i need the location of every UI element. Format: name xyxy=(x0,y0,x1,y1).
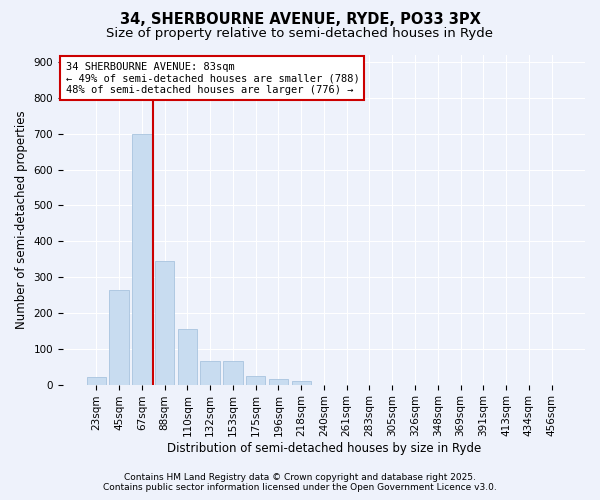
Text: 34 SHERBOURNE AVENUE: 83sqm
← 49% of semi-detached houses are smaller (788)
48% : 34 SHERBOURNE AVENUE: 83sqm ← 49% of sem… xyxy=(65,62,359,95)
Bar xyxy=(200,362,220,384)
Bar xyxy=(132,134,152,384)
Y-axis label: Number of semi-detached properties: Number of semi-detached properties xyxy=(15,110,28,329)
Text: 34, SHERBOURNE AVENUE, RYDE, PO33 3PX: 34, SHERBOURNE AVENUE, RYDE, PO33 3PX xyxy=(119,12,481,28)
Bar xyxy=(269,379,288,384)
Bar xyxy=(246,376,265,384)
Text: Size of property relative to semi-detached houses in Ryde: Size of property relative to semi-detach… xyxy=(107,28,493,40)
Bar xyxy=(109,290,129,384)
X-axis label: Distribution of semi-detached houses by size in Ryde: Distribution of semi-detached houses by … xyxy=(167,442,481,455)
Bar xyxy=(178,329,197,384)
Text: Contains HM Land Registry data © Crown copyright and database right 2025.
Contai: Contains HM Land Registry data © Crown c… xyxy=(103,473,497,492)
Bar xyxy=(223,362,242,384)
Bar xyxy=(155,261,174,384)
Bar xyxy=(86,378,106,384)
Bar xyxy=(292,381,311,384)
